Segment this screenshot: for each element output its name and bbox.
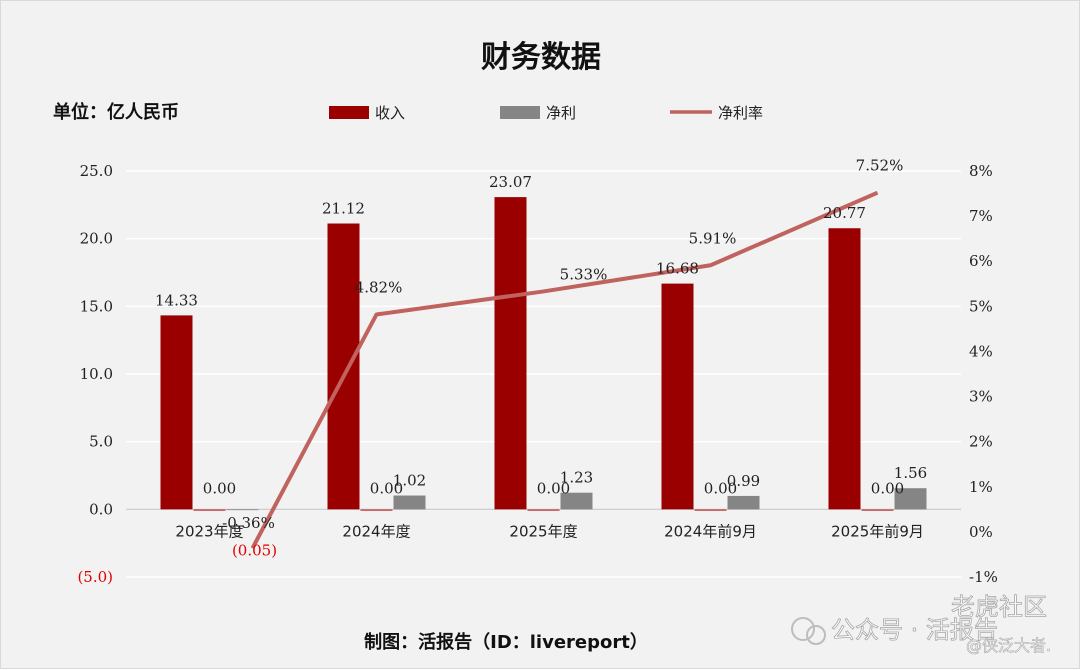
net-margin-line	[250, 190, 879, 550]
category-labels: 2023年度 2024年度 2025年度 2024年前9月 2025年前9月	[175, 522, 923, 540]
data-label-s0-c3: 16.68	[656, 260, 699, 278]
footer-credit: 制图：活报告（ID：livereport）	[364, 631, 648, 653]
watermark-brand: 公众号 · 活报告	[831, 616, 998, 644]
category-label-3: 2024年前9月	[664, 522, 757, 540]
bar-s2-c1	[360, 509, 393, 511]
data-label-s2-c0: 0.00	[203, 479, 236, 497]
unit-label: 单位：亿人民币	[53, 101, 179, 123]
category-label-1: 2024年度	[342, 522, 410, 540]
left-tick-label-4: 15.0	[80, 297, 113, 315]
bar-s2-c0	[193, 509, 226, 511]
left-axis: (5.0) 0.0 5.0 10.0 15.0 20.0 25.0	[77, 162, 113, 586]
data-label-s1-c2: 1.23	[560, 469, 593, 487]
bar-s0-c0	[160, 315, 193, 510]
legend-label-net-profit: 净利	[546, 104, 576, 122]
data-label-s2-c2: 0.00	[537, 479, 570, 497]
data-label-s0-c4: 20.77	[823, 204, 866, 222]
line-label-2: 5.33%	[560, 265, 608, 283]
left-tick-label-3: 10.0	[80, 365, 113, 383]
bar-s2-c4	[861, 509, 894, 511]
legend: 收入 净利 净利率	[329, 104, 763, 122]
bar-s0-c1	[327, 223, 360, 510]
category-label-4: 2025年前9月	[831, 522, 924, 540]
category-label-2: 2025年度	[509, 522, 577, 540]
line-label-1: 4.82%	[355, 278, 403, 296]
right-tick-label-3: 2%	[969, 433, 993, 451]
bar-s2-c3	[694, 509, 727, 511]
data-label-s1-c1: 1.02	[393, 472, 426, 490]
data-label-s2-c1: 0.00	[370, 479, 403, 497]
legend-label-net-margin: 净利率	[718, 104, 763, 122]
data-label-s2-c4: 0.00	[871, 479, 904, 497]
left-tick-label-6: 25.0	[80, 162, 113, 180]
line-series	[250, 190, 879, 550]
category-label-0: 2023年度	[175, 522, 243, 540]
bar-s2-c2	[527, 509, 560, 511]
bar-s1-c3	[727, 495, 760, 510]
watermark-handle: @侠泛大者.	[966, 636, 1051, 655]
left-tick-label-5: 20.0	[80, 230, 113, 248]
bar-series	[160, 197, 927, 511]
legend-label-revenue: 收入	[375, 104, 405, 122]
right-tick-label-7: 6%	[969, 252, 993, 270]
wechat-icon	[791, 617, 815, 641]
right-tick-label-1: 0%	[969, 523, 993, 541]
data-label-s2-c3: 0.00	[704, 479, 737, 497]
gridlines	[126, 170, 961, 578]
bar-s0-c4	[828, 228, 861, 510]
right-tick-label-8: 7%	[969, 207, 993, 225]
line-label-0: -0.36%	[222, 514, 275, 532]
left-tick-label-0: (5.0)	[77, 568, 113, 586]
bar-s0-c3	[661, 283, 694, 510]
line-label-3: 5.91%	[689, 229, 737, 247]
watermark: 公众号 · 活报告 老虎社区 @侠泛大者.	[791, 593, 1051, 655]
data-label-s0-c2: 23.07	[489, 173, 532, 191]
bar-s0-c2	[494, 197, 527, 510]
watermark-community: 老虎社区	[951, 593, 1047, 621]
right-tick-label-9: 8%	[969, 162, 993, 180]
right-tick-label-6: 5%	[969, 297, 993, 315]
legend-swatch-revenue	[329, 106, 369, 119]
data-label-s0-c0: 14.33	[155, 291, 198, 309]
right-axis: -1% 0% 1% 2% 3% 4% 5% 6% 7% 8%	[969, 162, 998, 586]
bar-s1-c4	[894, 488, 927, 510]
data-label-s1-c3: 0.99	[727, 472, 760, 490]
chart-title: 财务数据	[481, 40, 601, 75]
left-tick-label-1: 0.0	[89, 500, 113, 518]
bar-s1-c0	[226, 509, 259, 511]
right-tick-label-0: -1%	[969, 568, 998, 586]
wechat-icon-bubble	[806, 625, 826, 645]
right-tick-label-4: 3%	[969, 388, 993, 406]
right-tick-label-2: 1%	[969, 478, 993, 496]
bar-s1-c1	[393, 495, 426, 510]
right-tick-label-5: 4%	[969, 342, 993, 360]
data-label-s0-c1: 21.12	[322, 200, 365, 218]
bar-s1-c2	[560, 492, 593, 510]
data-label-s1-c4: 1.56	[894, 464, 927, 482]
legend-swatch-net-profit	[500, 106, 540, 119]
line-label-4: 7.52%	[856, 157, 904, 175]
data-label-s1-c0: (0.05)	[232, 541, 277, 559]
left-tick-label-2: 5.0	[89, 433, 113, 451]
